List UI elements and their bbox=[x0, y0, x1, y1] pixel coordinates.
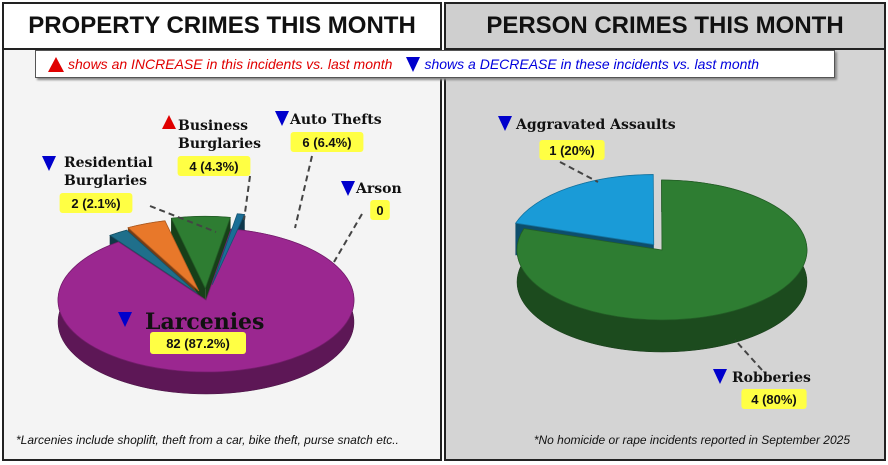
larcenies-value-box bbox=[150, 332, 246, 354]
robberies-trend-icon bbox=[713, 369, 727, 384]
assaults-value-box bbox=[539, 140, 605, 160]
residential-trend-icon bbox=[42, 156, 56, 171]
person-pie bbox=[514, 174, 808, 353]
property-crimes-title: PROPERTY CRIMES THIS MONTH bbox=[4, 4, 440, 50]
property-slice-auto-thefts bbox=[170, 215, 231, 290]
arson-label: Arson bbox=[355, 181, 402, 197]
legend-increase: shows an INCREASE in this incidents vs. … bbox=[48, 56, 392, 72]
robberies-value: 4 (80%) bbox=[751, 392, 797, 407]
business-value: 4 (4.3%) bbox=[189, 159, 238, 174]
arson-value-box bbox=[370, 200, 390, 220]
legend-increase-text: shows an INCREASE in this incidents vs. … bbox=[68, 56, 393, 72]
residential-value-box bbox=[59, 193, 133, 213]
person-crimes-title: PERSON CRIMES THIS MONTH bbox=[446, 4, 884, 50]
homicide-footnote: *No homicide or rape incidents reported … bbox=[533, 433, 850, 447]
residential-label-line-1: Residential bbox=[64, 155, 153, 171]
property-pie bbox=[57, 213, 355, 395]
legend-decrease-text: shows a DECREASE in these incidents vs. … bbox=[424, 56, 760, 72]
larcenies-trend-icon bbox=[118, 312, 132, 327]
assaults-value: 1 (20%) bbox=[549, 143, 595, 158]
up-triangle-icon bbox=[48, 56, 64, 72]
assaults-leader bbox=[559, 161, 599, 183]
assaults-label: Aggravated Assaults bbox=[515, 117, 676, 133]
robberies-leader bbox=[734, 339, 763, 371]
property-slice-larcenies bbox=[57, 228, 355, 373]
auto-label: Auto Thefts bbox=[289, 112, 382, 128]
person-slice-robberies bbox=[516, 179, 808, 321]
trend-legend: shows an INCREASE in this incidents vs. … bbox=[35, 50, 835, 78]
business-trend-icon bbox=[162, 115, 176, 129]
residential-leader bbox=[149, 205, 217, 233]
person-slice-aggravated-assaults bbox=[514, 174, 655, 246]
business-value-box bbox=[177, 156, 251, 176]
property-slice-business-burglaries bbox=[127, 220, 200, 292]
down-triangle-icon bbox=[406, 56, 421, 72]
residential-value: 2 (2.1%) bbox=[71, 196, 120, 211]
arson-value: 0 bbox=[376, 203, 383, 218]
larcenies-label: Larcenies bbox=[145, 309, 264, 335]
robberies-value-box bbox=[741, 389, 807, 409]
business-label-line-2: Burglaries bbox=[178, 136, 261, 152]
property-slice-arson bbox=[211, 213, 246, 285]
business-leader bbox=[243, 175, 251, 221]
larcenies-value: 82 (87.2%) bbox=[166, 336, 230, 351]
assaults-trend-icon bbox=[498, 116, 512, 131]
larcenies-footnote: *Larcenies include shoplift, theft from … bbox=[16, 433, 399, 447]
auto-trend-icon bbox=[275, 111, 289, 126]
auto-value-box bbox=[290, 132, 364, 152]
auto-leader bbox=[294, 155, 313, 229]
arson-trend-icon bbox=[341, 181, 355, 196]
business-label-line-1: Business bbox=[178, 118, 248, 134]
auto-value: 6 (6.4%) bbox=[302, 135, 351, 150]
property-slice-residential-burglaries bbox=[109, 229, 198, 294]
arson-leader bbox=[333, 213, 363, 263]
residential-label-line-2: Burglaries bbox=[64, 173, 147, 189]
legend-decrease: shows a DECREASE in these incidents vs. … bbox=[406, 56, 759, 72]
robberies-label: Robberies bbox=[732, 370, 811, 386]
